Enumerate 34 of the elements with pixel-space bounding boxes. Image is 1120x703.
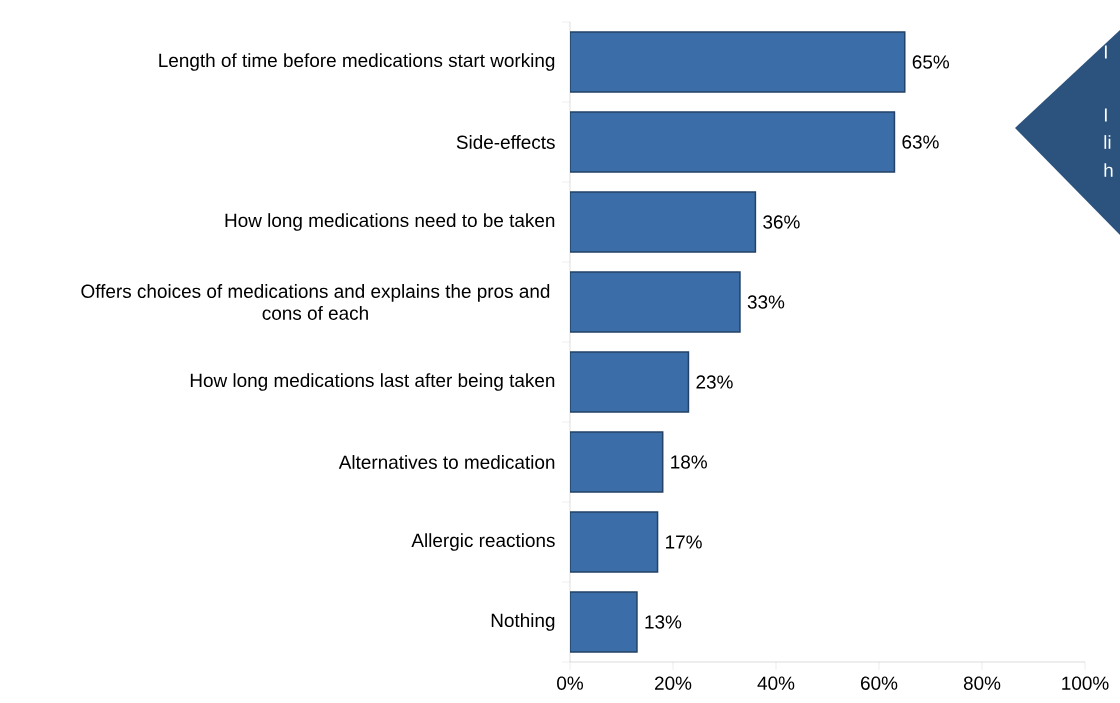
y-tick-label: Nothing — [491, 613, 555, 631]
bar — [570, 591, 638, 653]
y-tick-label: Allergic reactions — [411, 533, 555, 551]
x-tick-label: 40% — [757, 676, 795, 690]
y-tick-label: Offers choices of medications and explains the pros and cons of each — [81, 284, 550, 320]
y-tick-label: Length of time before medications start working — [159, 53, 555, 71]
bar — [570, 351, 690, 413]
data-label: 33% — [747, 295, 785, 309]
text: I — [1104, 45, 1107, 59]
data-label: 63% — [902, 135, 939, 149]
bar — [570, 271, 741, 333]
bar — [570, 431, 664, 493]
x-tick-label: 0% — [557, 676, 584, 690]
x-tick-label: 100% — [1062, 676, 1109, 690]
x-tick-label: 80% — [963, 676, 1001, 690]
data-label: 65% — [912, 55, 950, 69]
y-tick-label: Side-effects — [456, 135, 555, 149]
bar — [570, 31, 906, 93]
text: I — [1104, 108, 1107, 122]
bar — [570, 111, 896, 173]
bar — [570, 191, 757, 253]
text: li — [1104, 135, 1111, 149]
data-label: 18% — [671, 455, 707, 469]
data-label: 36% — [763, 215, 800, 229]
y-tick-label: How long medications need to be taken — [225, 213, 555, 231]
data-label: 17% — [666, 535, 702, 549]
x-tick-label: 60% — [861, 676, 898, 690]
data-label: 23% — [696, 375, 733, 389]
bar — [570, 511, 659, 573]
y-tick-label: How long medications last after being taken — [190, 373, 555, 391]
text: h — [1104, 163, 1113, 177]
y-tick-label: Alternatives to medication — [338, 455, 555, 469]
x-tick-label: 20% — [655, 676, 692, 690]
data-label: 13% — [645, 615, 682, 629]
